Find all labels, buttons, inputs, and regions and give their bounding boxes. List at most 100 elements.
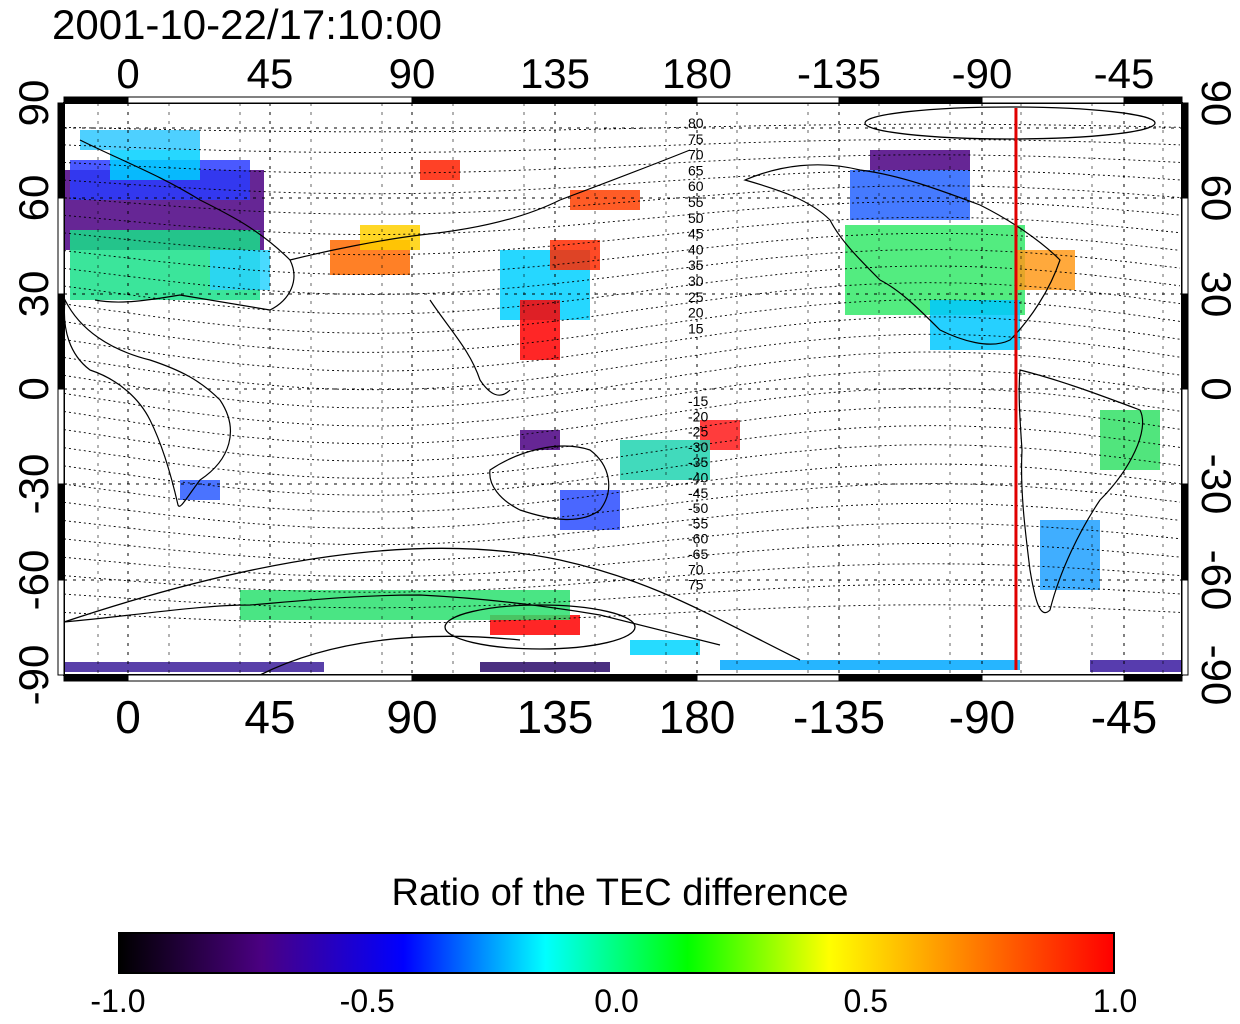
lon-axis-bottom: 0 45 90 135 180 -135 -90 -45 xyxy=(115,691,1157,743)
contour-line xyxy=(63,169,1181,195)
contour-label: 70 xyxy=(688,147,704,163)
frame-bar-top xyxy=(127,96,413,104)
lon-tick-label: 0 xyxy=(116,50,139,97)
tec-patch xyxy=(630,640,700,655)
map-canvas: 8075706560555045403530252015-15-20-25-30… xyxy=(10,50,1240,743)
contour-label: 15 xyxy=(688,320,704,336)
tec-patch xyxy=(620,440,710,480)
tec-patch xyxy=(1090,660,1182,672)
tec-data-layer xyxy=(64,130,1182,672)
tec-patch xyxy=(1040,520,1100,590)
lon-tick-label: 0 xyxy=(115,691,141,743)
contour-label: 65 xyxy=(688,162,704,178)
contour-label: 35 xyxy=(688,257,704,273)
lat-tick-label: 0 xyxy=(1193,377,1240,400)
contour-labels: 8075706560555045403530252015-15-20-25-30… xyxy=(688,115,708,593)
tec-patch xyxy=(480,662,610,672)
lat-tick-label: -60 xyxy=(10,550,57,611)
contour-label: 55 xyxy=(688,194,704,210)
contour-label: -40 xyxy=(688,470,708,486)
lat-tick-label: -90 xyxy=(10,645,57,706)
frame-bar-left xyxy=(57,102,65,199)
colorbar-tick-label: 0.0 xyxy=(594,983,639,1019)
frame-bar-right xyxy=(1181,197,1189,295)
frame-bar-bottom xyxy=(981,674,1125,682)
colorbar-title: Ratio of the TEC difference xyxy=(391,872,849,914)
contour-line xyxy=(63,351,1181,409)
frame-bars xyxy=(57,96,1189,682)
lat-axis-right: 90 60 30 0 -30 -60 -90 xyxy=(1193,80,1240,706)
frame-bar-bottom xyxy=(838,674,983,682)
contour-line xyxy=(63,444,1181,496)
contour-line xyxy=(63,123,1181,133)
frame-bar-left xyxy=(57,197,65,295)
frame-bar-right xyxy=(1181,579,1189,676)
lat-tick-label: -90 xyxy=(1193,645,1240,706)
tec-patch xyxy=(360,225,420,250)
contour-label: -25 xyxy=(688,424,708,440)
contour-label: -55 xyxy=(688,515,708,531)
contour-line xyxy=(63,463,1181,513)
colorbar-tick-label: 0.5 xyxy=(843,983,888,1019)
contour-label: 20 xyxy=(688,305,704,321)
frame-bar-top xyxy=(838,96,983,104)
contour-line xyxy=(63,425,1181,479)
frame-bar-right xyxy=(1181,293,1189,390)
lon-axis-top: 0 45 90 135 180 -135 -90 -45 xyxy=(116,50,1154,97)
lon-tick-label: -45 xyxy=(1091,691,1157,743)
frame-bar-top xyxy=(981,96,1125,104)
contour-label: -35 xyxy=(688,454,708,470)
lon-tick-label: 90 xyxy=(386,691,437,743)
lat-tick-label: -30 xyxy=(1193,454,1240,515)
tec-patch xyxy=(870,150,970,170)
contour-label: 40 xyxy=(688,241,704,257)
frame-bar-bottom xyxy=(127,674,413,682)
frame-bar-bottom xyxy=(411,674,698,682)
contour-label: 60 xyxy=(688,178,704,194)
tec-patch xyxy=(64,662,324,672)
contour-label: 80 xyxy=(688,115,704,131)
contour-line-solid xyxy=(259,635,521,676)
contour-line xyxy=(63,563,1181,593)
contour-label: -60 xyxy=(688,531,708,547)
tec-patch xyxy=(520,430,560,450)
contour-line xyxy=(63,387,1181,445)
contour-label: 45 xyxy=(688,226,704,242)
tec-patch xyxy=(720,660,1020,670)
tec-patch xyxy=(1015,250,1075,290)
lon-tick-label: -90 xyxy=(952,50,1013,97)
contour-lines xyxy=(63,123,1181,624)
contour-line xyxy=(63,543,1181,577)
lat-tick-label: 0 xyxy=(10,377,57,400)
lon-tick-label: 90 xyxy=(389,50,436,97)
lon-tick-label: 45 xyxy=(247,50,294,97)
contour-line xyxy=(63,604,1181,624)
frame-bar-top xyxy=(63,96,129,104)
colorbar xyxy=(118,932,1115,974)
colorbar-tick-label: 1.0 xyxy=(1092,983,1138,1019)
lat-tick-label: -60 xyxy=(1193,550,1240,611)
contour-line xyxy=(63,249,1181,295)
lat-tick-label: 90 xyxy=(1193,80,1240,127)
lon-tick-label: -135 xyxy=(793,691,885,743)
lat-lon-grid xyxy=(64,103,1182,675)
colorbar-tick-label: -0.5 xyxy=(339,983,395,1019)
contour-line xyxy=(63,139,1181,154)
contour-ring xyxy=(444,604,636,650)
map-title: 2001-10-22/17:10:00 xyxy=(52,1,442,48)
contour-label: 75 xyxy=(688,577,704,593)
colorbar-tick-label: -1.0 xyxy=(90,983,146,1019)
contour-label: 70 xyxy=(688,561,704,577)
contour-label: -50 xyxy=(688,500,708,516)
contour-label: 30 xyxy=(688,273,704,289)
lon-tick-label: 180 xyxy=(659,691,736,743)
frame-bar-left xyxy=(57,388,65,485)
contour-line xyxy=(63,316,1181,372)
lat-tick-label: 90 xyxy=(10,80,57,127)
lat-axis-left: 90 60 30 0 -30 -60 -90 xyxy=(10,80,57,706)
lat-tick-label: 30 xyxy=(1193,271,1240,318)
lat-tick-label: 60 xyxy=(1193,175,1240,222)
lat-tick-label: 60 xyxy=(10,175,57,222)
contour-label: 50 xyxy=(688,210,704,226)
contour-line xyxy=(63,583,1181,609)
